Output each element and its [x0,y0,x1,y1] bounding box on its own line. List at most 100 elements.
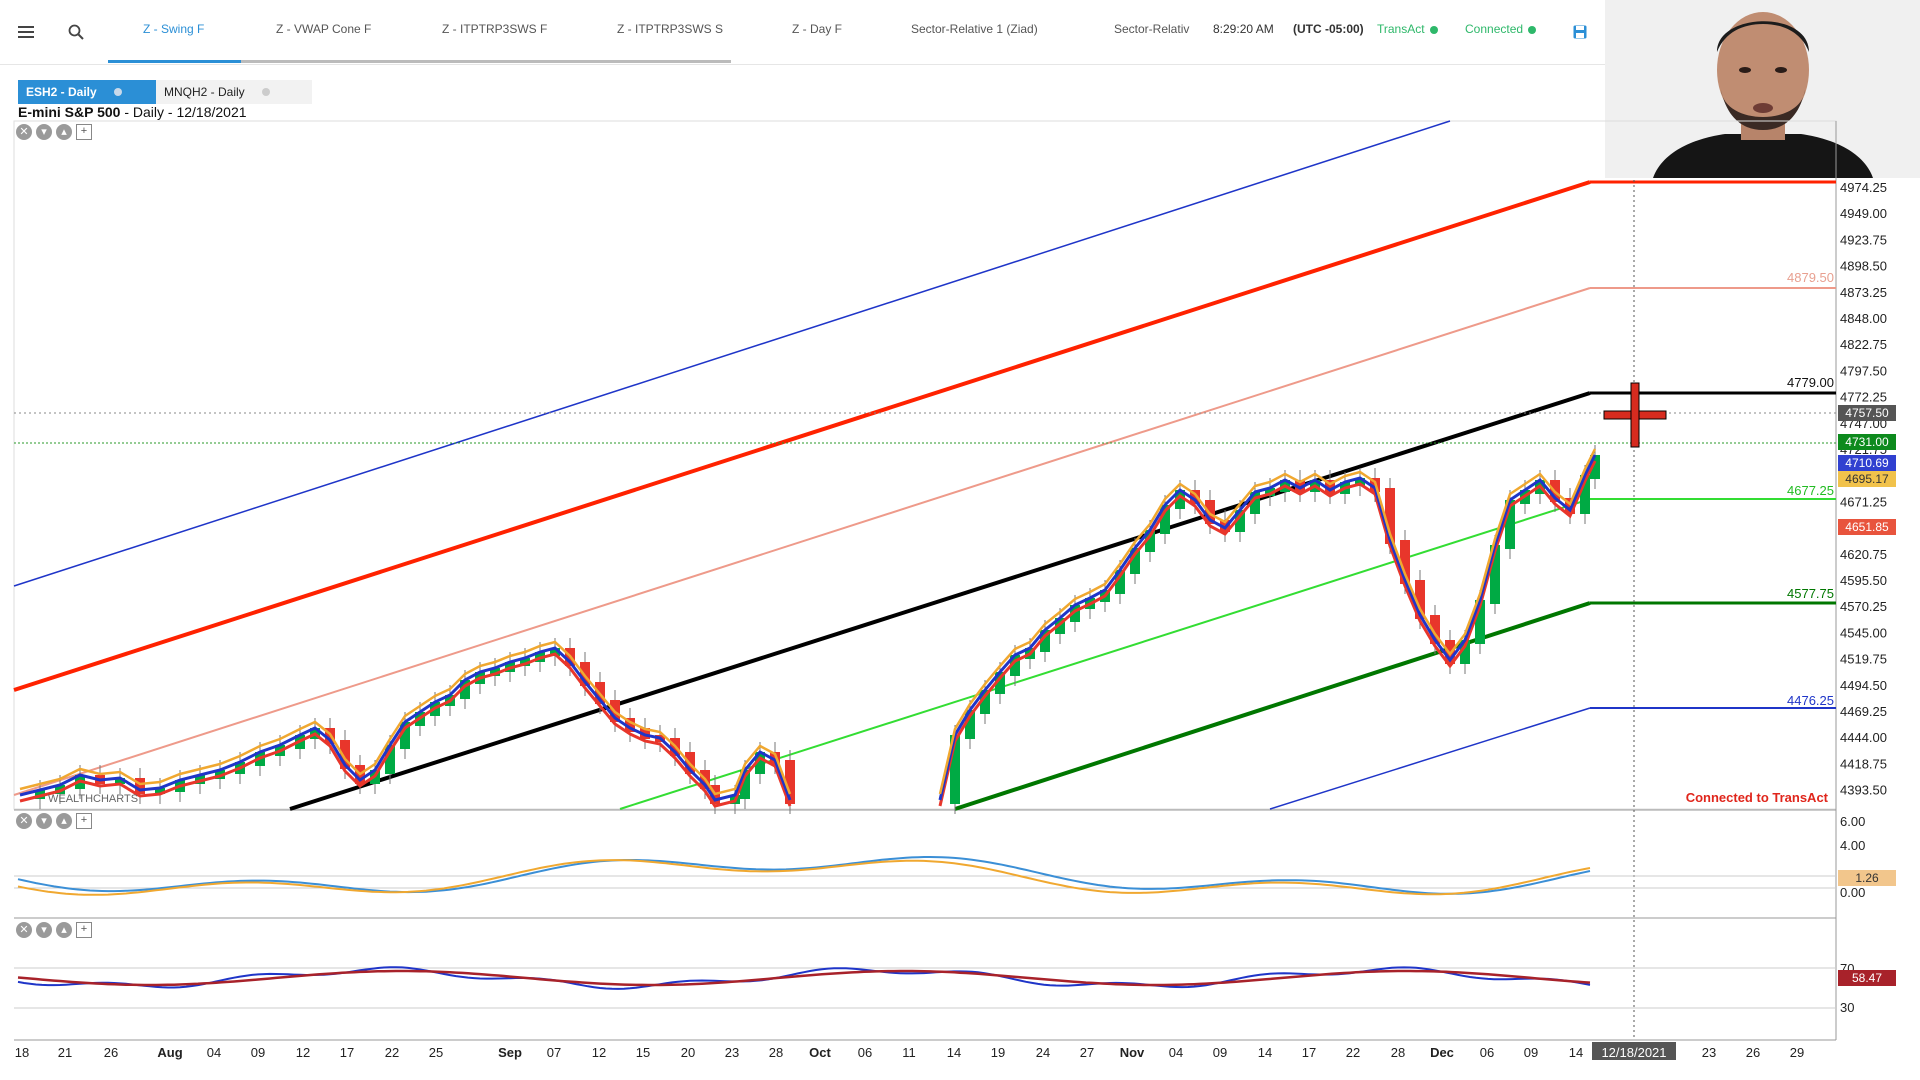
add-indicator-icon[interactable]: + [76,813,92,829]
price-axis-label: 4797.50 [1840,363,1887,378]
price-axis-label: 4545.00 [1840,625,1887,640]
date-axis-label: 29 [1790,1045,1804,1060]
collapse-panel-icon[interactable]: ▾ [36,922,52,938]
expand-panel-icon[interactable]: ▴ [56,124,72,140]
candle-body [460,680,470,699]
blue-ma-line-seg-b [938,454,1597,801]
date-axis-label: 18 [15,1045,29,1060]
date-axis-label: 09 [1213,1045,1227,1060]
top-toolbar: Z - Swing F Z - VWAP Cone F Z - ITPTRP3S… [0,0,1605,65]
candle-body [1460,640,1470,664]
price-axis: 4974.25 4949.00 4923.75 4898.50 4873.25 4848.… [1840,180,1887,798]
date-axis-label: 07 [547,1045,561,1060]
candle-body [1160,505,1170,534]
close-panel-icon[interactable]: ✕ [16,813,32,829]
candle-body [550,648,560,656]
tab-dot-icon [114,88,123,96]
watermark: WEALTHCHARTS [48,793,138,805]
timezone: (UTC -05:00) [1293,22,1364,36]
candle-body [1505,500,1515,549]
collapse-panel-icon[interactable]: ▾ [36,813,52,829]
osc2-panel-controls: ✕ ▾ ▴ + [16,922,92,938]
candle-body [115,778,125,784]
cursor-cross-icon [1603,382,1667,448]
status-dot-icon [1429,25,1438,34]
candle-body [950,735,960,804]
date-axis-label: 06 [1480,1045,1494,1060]
menu-icon[interactable] [12,18,40,46]
level-label-blue: 4476.25 [1787,693,1834,708]
yellow-ma-line-seg-a [19,640,792,796]
candle-body [1430,615,1440,644]
chart-details: - Daily - 12/18/2021 [120,104,247,120]
chart-tab-mnqh2[interactable]: MNQH2 - Daily [156,80,312,104]
price-box-yellow-ma: 4695.17 [1838,471,1896,487]
red-ma-line-seg-a [19,652,792,808]
tab-swing[interactable]: Z - Swing F [143,22,205,36]
chart-tab-esh2[interactable]: ESH2 - Daily [18,80,170,104]
active-tab-indicator [108,60,241,63]
osc1-axis-label: 4.00 [1840,838,1865,853]
tab-sector-relative-2[interactable]: Sector-Relativ [1114,22,1190,36]
date-axis-label: 09 [1524,1045,1538,1060]
candle-body [1235,510,1245,532]
candle-body [1295,480,1305,492]
candle-body [1265,488,1275,496]
expand-panel-icon[interactable]: ▴ [56,922,72,938]
candle-body [1415,580,1425,619]
level-label-red: 4879.50 [1787,270,1834,285]
price-axis-label: 4974.25 [1840,180,1887,195]
date-axis-label: 25 [429,1045,443,1060]
price-axis-label: 4898.50 [1840,259,1887,274]
price-axis-label: 4595.50 [1840,573,1887,588]
tab-dot-icon [262,88,271,96]
candle-body [385,745,395,774]
search-icon[interactable] [62,18,90,46]
chart-header: E-mini S&P 500 - Daily - 12/18/2021 [18,104,247,120]
tab-itptrp-f[interactable]: Z - ITPTRP3SWS F [442,22,548,36]
price-axis-label: 4772.25 [1840,390,1887,405]
candle-body [755,752,765,774]
date-axis-label: 28 [1391,1045,1405,1060]
date-axis-label: 14 [1569,1045,1583,1060]
date-axis-label: 22 [1346,1045,1360,1060]
channel-green [619,498,1591,810]
add-indicator-icon[interactable]: + [76,124,92,140]
date-axis-label: 17 [1302,1045,1316,1060]
tab-sector-relative[interactable]: Sector-Relative 1 (Ziad) [911,22,1038,36]
add-indicator-icon[interactable]: + [76,922,92,938]
price-axis-label: 4418.75 [1840,756,1887,771]
tab-day[interactable]: Z - Day F [792,22,842,36]
price-axis-label: 4469.25 [1840,704,1887,719]
date-axis-label: Sep [498,1045,522,1060]
date-axis-label: Aug [157,1045,182,1060]
date-axis-label: 26 [104,1045,118,1060]
date-axis-label: 11 [902,1045,916,1060]
save-icon[interactable] [1566,18,1594,46]
osc1-value: 1.26 [1855,871,1879,885]
date-axis-label: 22 [385,1045,399,1060]
price-panel-border [13,120,1837,810]
price-axis-label: 4848.00 [1840,311,1887,326]
date-axis-label: 04 [1169,1045,1183,1060]
collapse-panel-icon[interactable]: ▾ [36,124,52,140]
close-panel-icon[interactable]: ✕ [16,922,32,938]
candle-body [1130,548,1140,574]
red-ma-value: 4651.85 [1845,520,1889,534]
moving-averages [19,448,1597,808]
connection-message: Connected to TransAct [1686,790,1829,805]
close-panel-icon[interactable]: ✕ [16,124,32,140]
clock-time: 8:29:20 AM [1213,22,1274,36]
tab-vwap-cone[interactable]: Z - VWAP Cone F [276,22,372,36]
channel-dark-green [954,601,1591,811]
webcam-overlay [1605,0,1920,178]
tab-scrollbar[interactable] [241,60,731,63]
date-axis-label: 04 [207,1045,221,1060]
date-axis-label: Nov [1120,1045,1145,1060]
price-axis-label: 4671.25 [1840,494,1887,509]
channel-light-red [13,287,1591,796]
candle-body [400,722,410,749]
tab-itptrp-s[interactable]: Z - ITPTRP3SWS S [617,22,724,36]
expand-panel-icon[interactable]: ▴ [56,813,72,829]
